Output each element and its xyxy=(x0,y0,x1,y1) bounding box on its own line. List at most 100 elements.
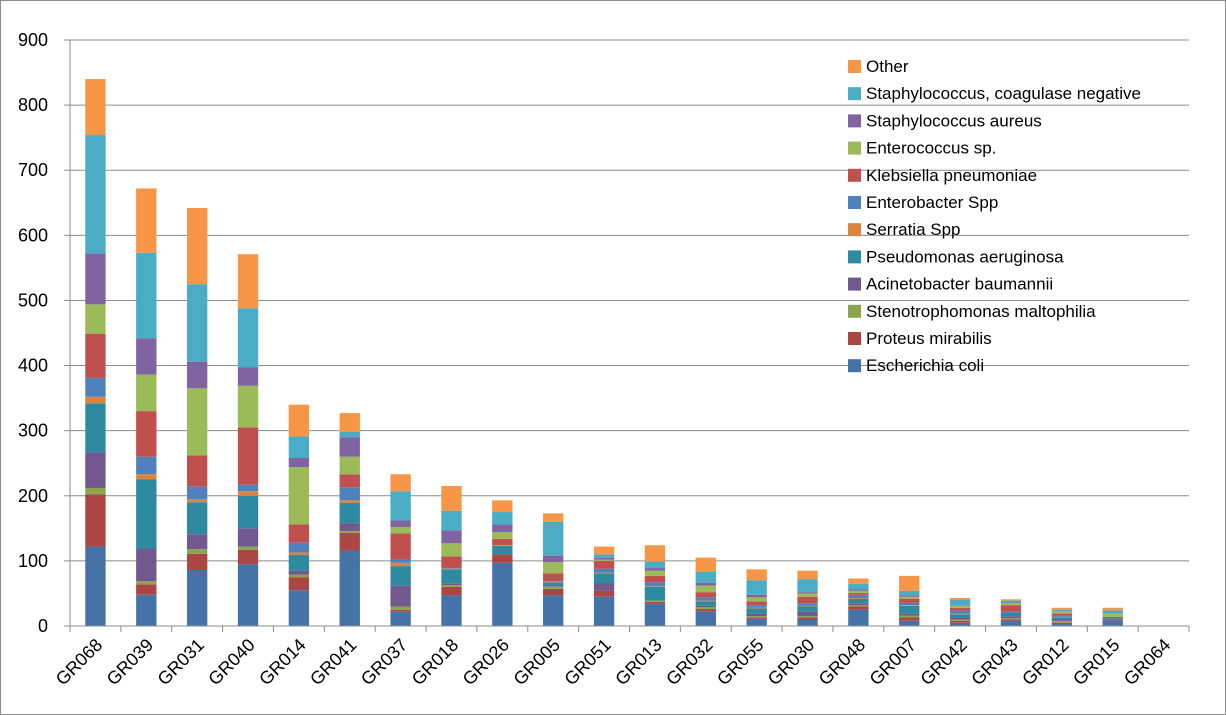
bar-segment xyxy=(390,520,411,528)
legend-label: Serratia Spp xyxy=(866,220,961,239)
bar-segment xyxy=(136,411,157,457)
bar-segment xyxy=(136,581,157,585)
bar-segment xyxy=(136,252,157,339)
y-tick-label: 0 xyxy=(38,616,48,636)
x-tick-label: GR030 xyxy=(764,635,818,689)
bar-segment xyxy=(186,553,208,571)
bar-segment xyxy=(848,592,869,595)
bar-segment xyxy=(644,601,666,604)
bar-segment xyxy=(949,614,971,618)
legend-swatch xyxy=(848,60,861,73)
bar-segment xyxy=(1000,602,1022,604)
legend-swatch xyxy=(848,223,861,237)
bar-segment xyxy=(492,500,513,513)
bar-segment xyxy=(85,377,106,397)
legend-label: Proteus mirabilis xyxy=(866,329,992,348)
bar-segment xyxy=(746,569,767,581)
y-tick-label: 400 xyxy=(18,356,48,376)
x-tick-label: GR014 xyxy=(255,635,309,689)
bar-segment xyxy=(797,579,818,593)
bar-segment xyxy=(85,253,106,305)
bar-segment xyxy=(390,559,411,563)
legend-label: Other xyxy=(866,57,909,76)
bar-segment xyxy=(746,597,767,602)
bar-segment xyxy=(543,595,564,626)
bar-segment xyxy=(237,564,259,626)
bar-segment xyxy=(695,585,716,593)
bar-segment xyxy=(237,484,259,492)
bar-segment xyxy=(1000,620,1022,626)
bar-segment xyxy=(797,596,818,604)
x-tick-label: GR031 xyxy=(154,635,208,689)
x-tick-label: GR015 xyxy=(1069,635,1123,689)
bar-segment xyxy=(746,608,767,614)
bar-segment xyxy=(593,568,615,573)
legend-label: Enterococcus sp. xyxy=(866,139,996,158)
legend-swatch xyxy=(848,114,861,128)
x-tick-label: GR048 xyxy=(815,635,869,689)
bar-segment xyxy=(237,254,259,309)
bar-segment xyxy=(848,605,869,607)
bar-segment xyxy=(288,436,310,459)
bar-segment xyxy=(746,607,767,609)
bar-segment xyxy=(593,590,615,597)
bar-segment xyxy=(848,606,869,610)
bar-segment xyxy=(746,616,767,618)
bar-segment xyxy=(543,581,564,583)
bar-segment xyxy=(1000,619,1022,621)
bar-segment xyxy=(237,427,259,485)
bar-segment xyxy=(136,584,157,595)
bar-segment xyxy=(186,361,208,389)
bar-segment xyxy=(85,333,106,378)
legend-swatch xyxy=(848,141,861,155)
bar-segment xyxy=(85,546,106,626)
bar-segment xyxy=(593,557,615,560)
bar-segment xyxy=(1000,616,1022,619)
bar-segment xyxy=(186,570,208,626)
legend-label: Staphylococcus, coagulase negative xyxy=(866,84,1141,103)
bar-segment xyxy=(339,502,360,524)
bar-segment xyxy=(695,605,716,608)
bar-segment xyxy=(288,555,310,571)
bar-segment xyxy=(746,605,767,608)
bar-segment xyxy=(441,486,462,511)
bar-segment xyxy=(441,510,462,531)
bar-segment xyxy=(899,590,920,596)
bar-segment xyxy=(949,617,971,620)
bar-segment xyxy=(644,575,666,583)
bar-segment xyxy=(543,586,564,589)
x-tick-label: GR039 xyxy=(103,635,157,689)
bar-segment xyxy=(848,578,869,584)
bar-segment xyxy=(85,79,106,136)
bar-segment xyxy=(186,207,208,285)
bar-segment xyxy=(1000,618,1022,620)
bar-segment xyxy=(899,605,920,606)
bar-segment xyxy=(1000,612,1022,617)
bar-segment xyxy=(492,524,513,533)
bar-segment xyxy=(949,620,971,623)
bar-segment xyxy=(899,595,920,597)
bar-segment xyxy=(1051,622,1073,625)
bar-segment xyxy=(543,513,564,522)
bar-segment xyxy=(593,573,615,584)
bar-segment xyxy=(390,491,411,521)
bar-segment xyxy=(441,568,462,570)
legend-label: Pseudomonas aeruginosa xyxy=(866,247,1064,266)
bar-segment xyxy=(1051,609,1073,612)
legend: Other Staphylococcus, coagulase negative S… xyxy=(848,57,1141,375)
bar-segment xyxy=(848,583,869,590)
bar-segment xyxy=(695,597,716,601)
legend-swatch xyxy=(848,304,861,318)
bar-segment xyxy=(441,595,462,626)
bar-segment xyxy=(1051,620,1073,623)
x-tick-label: GR041 xyxy=(306,635,360,689)
bar-segment xyxy=(1000,603,1022,606)
bar-segment xyxy=(848,603,869,606)
bar-segment xyxy=(339,500,360,503)
bar-segment xyxy=(593,559,615,561)
bar-segment xyxy=(899,615,920,618)
bar-segment xyxy=(492,554,513,563)
bar-segment xyxy=(1102,618,1123,621)
bar-segment xyxy=(644,586,666,601)
